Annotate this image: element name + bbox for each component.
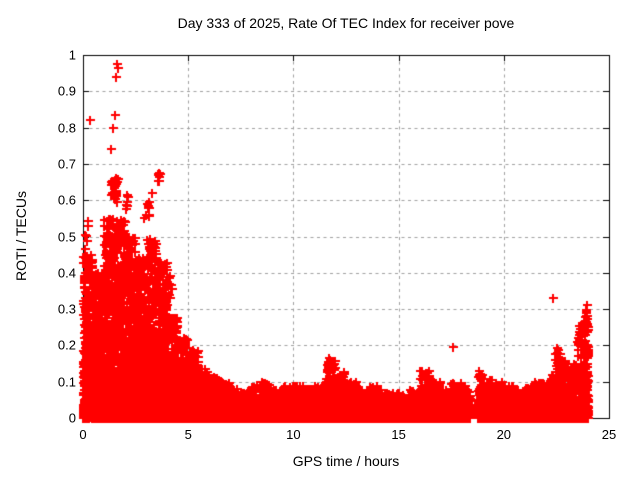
y-tick-label: 1: [68, 47, 76, 63]
x-tick-label: 20: [496, 427, 512, 442]
y-tick-label: 0.7: [57, 156, 76, 172]
y-tick-label: 0.3: [57, 301, 76, 317]
y-tick-label: 0.5: [57, 229, 76, 244]
x-tick-label: 5: [184, 427, 192, 442]
x-tick-label: 25: [601, 427, 617, 442]
y-tick-label: 0: [68, 410, 76, 426]
y-tick-label: 0.1: [57, 374, 76, 390]
y-tick-label: 0.4: [57, 265, 76, 281]
y-tick-label: 0.9: [57, 83, 76, 99]
x-axis-label: GPS time / hours: [292, 453, 400, 469]
y-tick-label: 0.8: [57, 120, 76, 136]
chart-title: Day 333 of 2025, Rate Of TEC Index for r…: [177, 15, 515, 31]
x-tick-label: 0: [79, 427, 87, 442]
y-tick-label: 0.2: [57, 337, 76, 353]
y-tick-label: 0.6: [57, 192, 76, 208]
x-tick-label: 10: [286, 427, 301, 442]
x-tick-label: 15: [391, 427, 406, 442]
